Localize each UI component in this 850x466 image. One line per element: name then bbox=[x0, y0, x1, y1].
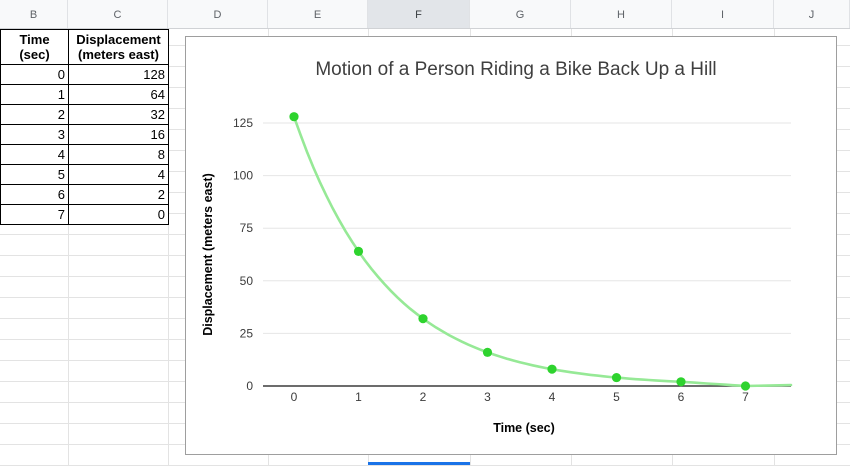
table-cell[interactable]: 5 bbox=[0, 164, 69, 185]
data-point bbox=[740, 381, 751, 391]
data-point bbox=[547, 364, 557, 374]
column-header-J[interactable]: J bbox=[774, 0, 850, 28]
table-cell[interactable]: 4 bbox=[0, 144, 69, 165]
column-header-B[interactable]: B bbox=[0, 0, 68, 28]
table-header[interactable]: Displacement (meters east) bbox=[68, 29, 169, 65]
x-tick-label: 3 bbox=[484, 390, 491, 404]
column-header-G[interactable]: G bbox=[470, 0, 571, 28]
table-cell[interactable]: 2 bbox=[68, 184, 169, 205]
table-cell[interactable]: 16 bbox=[68, 124, 169, 145]
table-cell[interactable]: 2 bbox=[0, 104, 69, 125]
table-cell[interactable]: 1 bbox=[0, 84, 69, 105]
table-cell[interactable]: 0 bbox=[68, 204, 169, 225]
y-tick-label: 50 bbox=[240, 274, 254, 288]
y-tick-label: 25 bbox=[240, 326, 254, 340]
table-header[interactable]: Time (sec) bbox=[0, 29, 69, 65]
data-point bbox=[418, 314, 428, 324]
table-cell[interactable]: 32 bbox=[68, 104, 169, 125]
selected-cell-border bbox=[368, 462, 470, 465]
table-row: 0 128 bbox=[0, 64, 169, 85]
data-point bbox=[676, 377, 686, 387]
data-table: Time (sec) Displacement (meters east) 0 12… bbox=[0, 29, 169, 225]
column-header-I[interactable]: I bbox=[672, 0, 774, 28]
table-cell[interactable]: 128 bbox=[68, 64, 169, 85]
y-axis-title: Displacement (meters east) bbox=[201, 173, 215, 336]
x-tick-label: 5 bbox=[613, 390, 620, 404]
table-cell[interactable]: 3 bbox=[0, 124, 69, 145]
x-tick-label: 2 bbox=[420, 390, 427, 404]
x-tick-label: 4 bbox=[549, 390, 556, 404]
data-point bbox=[482, 347, 493, 357]
table-row: 3 16 bbox=[0, 124, 169, 145]
column-gridline bbox=[68, 29, 69, 466]
x-axis-title: Time (sec) bbox=[493, 421, 555, 435]
table-cell[interactable]: 64 bbox=[68, 84, 169, 105]
column-header-D[interactable]: D bbox=[168, 0, 268, 28]
table-cell[interactable]: 6 bbox=[0, 184, 69, 205]
x-tick-label: 6 bbox=[678, 390, 685, 404]
column-header-E[interactable]: E bbox=[268, 0, 368, 28]
column-gridline bbox=[168, 29, 169, 466]
x-tick-label: 0 bbox=[291, 390, 298, 404]
data-point bbox=[289, 112, 299, 122]
table-row: 1 64 bbox=[0, 84, 169, 105]
embedded-chart[interactable]: 0 25 50 75 100 125 0 1 2 3 4 5 6 7 Motion of a Person … bbox=[185, 36, 837, 455]
column-header-H[interactable]: H bbox=[571, 0, 672, 28]
table-row: 2 32 bbox=[0, 104, 169, 125]
y-tick-label: 100 bbox=[233, 169, 253, 183]
y-tick-label: 75 bbox=[240, 221, 254, 235]
y-tick-label: 0 bbox=[246, 379, 253, 393]
table-cell[interactable]: 8 bbox=[68, 144, 169, 165]
column-header-C[interactable]: C bbox=[68, 0, 168, 28]
column-header-F[interactable]: F bbox=[368, 0, 470, 28]
chart-title: Motion of a Person Riding a Bike Back Up… bbox=[315, 59, 716, 80]
table-cell[interactable]: 7 bbox=[0, 204, 69, 225]
x-tick-label: 1 bbox=[355, 390, 362, 404]
data-point bbox=[611, 372, 622, 383]
data-series-line bbox=[292, 115, 793, 388]
table-cell[interactable]: 0 bbox=[0, 64, 69, 85]
x-tick-label: 7 bbox=[742, 390, 749, 404]
y-tick-label: 125 bbox=[233, 116, 253, 130]
table-cell[interactable]: 4 bbox=[68, 164, 169, 185]
data-point bbox=[353, 246, 364, 256]
chart-svg: 0 25 50 75 100 125 0 1 2 3 4 5 6 7 Motion of a Person … bbox=[201, 59, 793, 435]
